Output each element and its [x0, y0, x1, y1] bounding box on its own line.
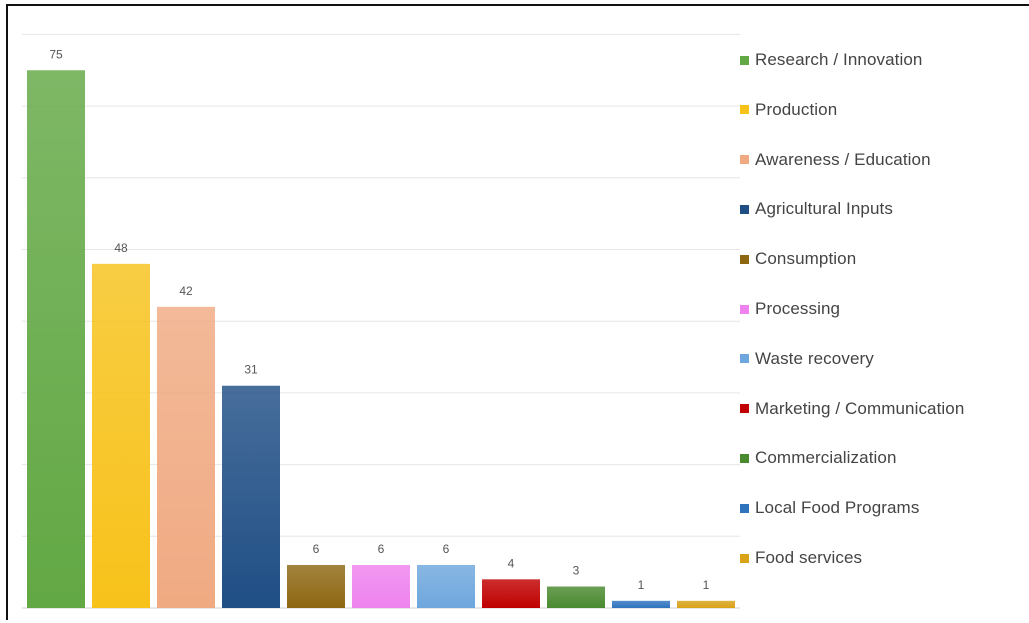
- data-label: 1: [703, 578, 710, 592]
- data-label: 31: [244, 363, 258, 377]
- legend-label: Processing: [755, 299, 841, 318]
- legend-swatch: [740, 404, 749, 414]
- legend-swatch: [740, 155, 749, 165]
- bar-agricultural-inputs: [222, 385, 280, 608]
- data-label: 48: [114, 241, 128, 255]
- legend-item: Awareness / Education: [740, 148, 931, 172]
- bar-processing: [352, 564, 410, 608]
- bar-consumption: [287, 564, 345, 608]
- legend-item: Commercialization: [740, 446, 897, 470]
- bar-waste-recovery: [417, 564, 475, 608]
- legend-item: Processing: [740, 297, 840, 321]
- data-label: 6: [313, 542, 320, 556]
- legend-item: Marketing / Communication: [740, 397, 964, 421]
- bar-marketing-communication: [482, 579, 540, 608]
- legend-swatch: [740, 105, 749, 115]
- legend-swatch: [740, 354, 749, 364]
- legend-label: Agricultural Inputs: [755, 199, 893, 219]
- legend-label: Research / Innovation: [755, 50, 923, 69]
- data-label: 6: [443, 542, 450, 556]
- data-label: 75: [49, 47, 63, 61]
- legend-swatch: [740, 553, 749, 563]
- bar-research-innovation: [27, 70, 85, 608]
- legend-item: Agricultural Inputs: [740, 197, 893, 221]
- legend-item: Food services: [740, 546, 862, 570]
- bar-awareness-education: [157, 306, 215, 608]
- legend-swatch: [740, 453, 749, 463]
- legend-swatch: [740, 204, 749, 214]
- legend-item: Production: [740, 98, 837, 122]
- legend-label: Commercialization: [755, 448, 897, 468]
- bar-local-food-programs: [612, 600, 670, 608]
- data-label: 6: [378, 542, 385, 556]
- legend-swatch: [740, 304, 749, 314]
- legend-label: Food services: [755, 548, 863, 567]
- legend-item: Consumption: [740, 247, 856, 271]
- legend-swatch: [740, 503, 749, 513]
- legend-item: Local Food Programs: [740, 496, 919, 520]
- data-label: 3: [573, 563, 580, 577]
- legend-label: Production: [755, 99, 838, 119]
- data-label: 4: [508, 556, 515, 570]
- bar-food-services: [677, 600, 735, 608]
- legend-swatch: [740, 55, 749, 65]
- legend-label: Local Food Programs: [755, 498, 920, 518]
- legend-swatch: [740, 254, 749, 264]
- bar-production: [92, 263, 150, 608]
- legend-label: Waste recovery: [755, 348, 874, 368]
- legend-label: Awareness / Education: [755, 149, 931, 169]
- legend-label: Consumption: [755, 249, 857, 269]
- legend-item: Waste recovery: [740, 347, 874, 371]
- legend-item: Research / Innovation: [740, 48, 922, 72]
- chart-frame: [6, 4, 1029, 620]
- data-label: 1: [638, 578, 645, 592]
- data-label: 42: [179, 284, 193, 298]
- bar-commercialization: [547, 586, 605, 608]
- legend-label: Marketing / Communication: [755, 398, 965, 418]
